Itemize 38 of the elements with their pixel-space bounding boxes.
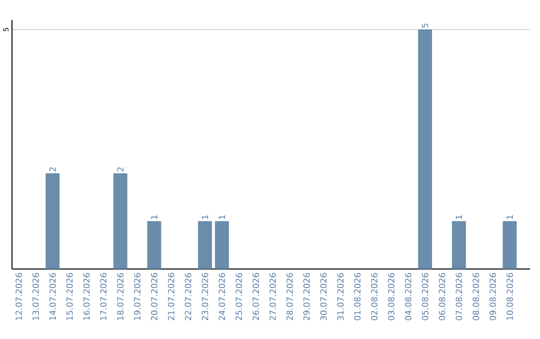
x-tick-label: 26.07.2026 bbox=[252, 273, 259, 320]
x-tick-label: 06.08.2026 bbox=[438, 273, 446, 320]
x-tick-label: 14.07.2026 bbox=[49, 273, 56, 320]
data-label: 5 bbox=[422, 24, 428, 28]
x-tick-label: 10.08.2026 bbox=[506, 273, 513, 320]
x-tick-label: 13.07.2026 bbox=[32, 273, 39, 320]
x-tick-label: 28.07.2026 bbox=[286, 273, 293, 320]
x-tick-label: 30.07.2026 bbox=[320, 273, 327, 320]
x-tick-label: 24.07.2026 bbox=[218, 273, 226, 320]
x-tick-label: 01.08.2026 bbox=[354, 273, 361, 320]
x-tick-label: 25.07.2026 bbox=[236, 273, 242, 320]
data-label: 2 bbox=[49, 168, 56, 172]
x-tick-label: 21.07.2026 bbox=[168, 273, 174, 320]
x-tick-label: 09.08.2026 bbox=[490, 273, 496, 320]
x-tick-label: 02.08.2026 bbox=[371, 273, 378, 320]
x-tick-label: 12.07.2026 bbox=[16, 273, 22, 320]
x-tick-label: 15.07.2026 bbox=[66, 273, 73, 320]
x-tick-label: 04.08.2026 bbox=[404, 273, 412, 320]
x-tick-label: 08.08.2026 bbox=[472, 273, 480, 320]
x-tick-label: 16.07.2026 bbox=[83, 273, 90, 320]
data-label: 1 bbox=[456, 215, 462, 220]
x-tick-label: 20.07.2026 bbox=[151, 273, 158, 320]
data-label: 1 bbox=[151, 215, 158, 220]
data-label: 2 bbox=[117, 168, 124, 172]
x-tick-label: 31.07.2026 bbox=[337, 273, 344, 320]
x-tick-label: 22.07.2026 bbox=[184, 273, 192, 320]
x-tick-label: 27.07.2026 bbox=[270, 273, 276, 320]
x-tick-label: 23.07.2026 bbox=[202, 273, 208, 320]
x-tick-label: 07.08.2026 bbox=[456, 273, 462, 320]
x-tick-label: 29.07.2026 bbox=[303, 273, 310, 320]
data-label: 1 bbox=[218, 215, 225, 220]
data-label: 1 bbox=[202, 215, 208, 220]
x-tick-label: 03.08.2026 bbox=[388, 273, 394, 320]
x-tick-label: 18.07.2026 bbox=[117, 273, 124, 320]
data-label: 1 bbox=[506, 215, 513, 220]
x-tick-label: 17.07.2026 bbox=[100, 273, 107, 320]
x-tick-label: 05.08.2026 bbox=[422, 273, 428, 320]
x-tick-label: 19.07.2026 bbox=[134, 273, 140, 320]
